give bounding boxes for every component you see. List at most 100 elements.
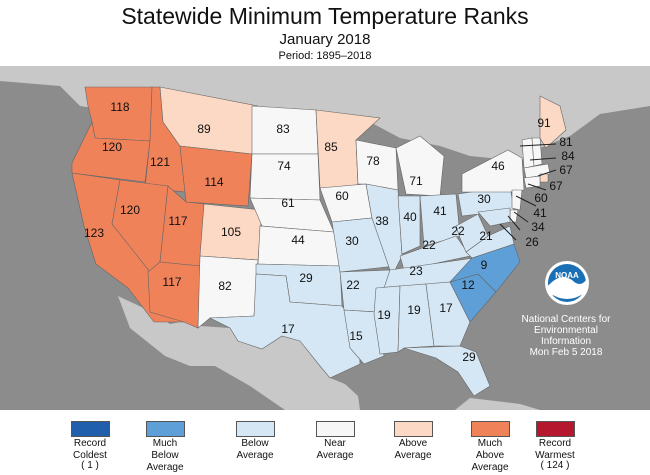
legend-label-line-1: Above bbox=[398, 438, 428, 449]
map-subtitle: January 2018 bbox=[279, 31, 371, 48]
us-map: 118 120 123 121 120 89 114 117 117 105 8… bbox=[0, 66, 650, 410]
rank-label-MI: 71 bbox=[409, 174, 423, 188]
rank-label-KS: 44 bbox=[291, 233, 305, 247]
legend-swatch bbox=[393, 421, 433, 437]
legend-label-line-2: Warmest bbox=[535, 450, 575, 461]
legend-swatch bbox=[145, 421, 185, 437]
states-layer bbox=[71, 86, 567, 397]
state-MI bbox=[395, 135, 445, 197]
rank-label-ND: 83 bbox=[276, 122, 290, 136]
rank-label-SD: 74 bbox=[277, 159, 291, 173]
rank-label-SC: 12 bbox=[461, 278, 475, 292]
rank-label-OK: 29 bbox=[299, 271, 313, 285]
rank-label-AL: 19 bbox=[407, 303, 421, 317]
rank-label-RI: 84 bbox=[561, 149, 575, 163]
legend-swatch bbox=[70, 421, 110, 437]
state-FL bbox=[403, 345, 491, 397]
rank-label-KY: 22 bbox=[422, 238, 436, 252]
state-IN bbox=[397, 195, 421, 255]
map-period: Period: 1895–2018 bbox=[278, 50, 372, 62]
rank-label-CA: 123 bbox=[84, 226, 104, 240]
rank-labels: 118 120 123 121 120 89 114 117 117 105 8… bbox=[84, 100, 575, 364]
rank-label-VA-coast: 26 bbox=[525, 235, 539, 249]
credit-block: National Centers for Environmental Infor… bbox=[522, 314, 612, 358]
state-ME bbox=[539, 95, 567, 149]
legend: Record Coldest ( 1 ) Much Below Average … bbox=[0, 415, 650, 475]
rank-label-WV: 22 bbox=[451, 224, 465, 238]
legend-label-line-3: Average bbox=[146, 462, 184, 473]
rank-label-NV: 120 bbox=[120, 203, 140, 217]
state-NH bbox=[531, 137, 543, 167]
legend-item-much-above: Much Above Average bbox=[455, 421, 525, 473]
rank-label-CT: 67 bbox=[559, 163, 573, 177]
credit-line-3: Information bbox=[541, 336, 591, 347]
rank-label-LA: 15 bbox=[349, 329, 363, 343]
legend-item-much-below: Much Below Average bbox=[130, 421, 200, 473]
legend-item-above: Above Average bbox=[378, 421, 448, 461]
legend-label-line-1: Much bbox=[152, 438, 178, 449]
legend-label-line-1: Record bbox=[538, 438, 572, 449]
state-LA bbox=[343, 309, 385, 365]
rank-label-IN: 40 bbox=[403, 210, 417, 224]
rank-label-WY: 114 bbox=[204, 175, 223, 189]
legend-swatch bbox=[235, 421, 275, 437]
legend-label-line-2: Average bbox=[236, 450, 274, 461]
caribbean-landmass bbox=[455, 398, 540, 410]
rank-label-ME: 91 bbox=[537, 116, 551, 130]
rank-label-PA: 30 bbox=[477, 192, 491, 206]
rank-label-IA: 60 bbox=[335, 189, 349, 203]
rank-label-MO: 30 bbox=[345, 234, 359, 248]
legend-label-line-2: Below bbox=[151, 450, 179, 461]
state-MS bbox=[373, 285, 401, 355]
legend-label-line-2: Above bbox=[475, 450, 505, 461]
rank-label-VA: 21 bbox=[479, 229, 493, 243]
credit-line-1: National Centers for bbox=[522, 314, 612, 325]
credit-date: Mon Feb 5 2018 bbox=[530, 347, 603, 358]
legend-label-line-1: Below bbox=[241, 438, 269, 449]
rank-label-WI: 78 bbox=[366, 154, 380, 168]
rank-label-NC: 9 bbox=[481, 258, 488, 272]
rank-label-TX: 17 bbox=[281, 322, 295, 336]
state-TX bbox=[208, 273, 361, 379]
rank-label-MS: 19 bbox=[377, 308, 391, 322]
legend-item-below: Below Average bbox=[220, 421, 290, 461]
rank-label-NJ: 67 bbox=[549, 179, 563, 193]
rank-label-NM: 82 bbox=[218, 279, 232, 293]
rank-label-MN: 85 bbox=[324, 140, 338, 154]
callout-lines bbox=[499, 143, 557, 241]
legend-item-record-coldest: Record Coldest ( 1 ) bbox=[55, 421, 125, 471]
rank-label-DE: 60 bbox=[534, 191, 548, 205]
rank-label-UT: 117 bbox=[168, 214, 187, 228]
legend-swatch bbox=[535, 421, 575, 437]
rank-label-AZ: 117 bbox=[162, 275, 181, 289]
rank-label-OH: 41 bbox=[433, 204, 447, 218]
state-AL bbox=[397, 283, 435, 353]
rank-label-WA: 118 bbox=[110, 100, 129, 114]
legend-label-line-1: Record bbox=[73, 438, 107, 449]
rank-label-GA: 17 bbox=[439, 301, 453, 315]
legend-label-line-2: Coldest bbox=[73, 450, 107, 461]
rank-label-MA: 81 bbox=[559, 135, 573, 149]
state-NJ bbox=[511, 189, 523, 211]
legend-swatch bbox=[315, 421, 355, 437]
rank-label-ID: 121 bbox=[150, 155, 170, 169]
legend-count: ( 1 ) bbox=[81, 460, 99, 471]
legend-label-line-2: Average bbox=[316, 450, 354, 461]
rank-label-NE: 61 bbox=[281, 196, 295, 210]
rank-label-IL: 38 bbox=[375, 214, 389, 228]
legend-label-line-1: Much bbox=[477, 438, 503, 449]
rank-label-CO: 105 bbox=[221, 225, 241, 239]
rank-label-MD: 41 bbox=[533, 206, 547, 220]
rank-label-OR: 120 bbox=[102, 140, 122, 154]
state-MD bbox=[477, 207, 511, 227]
state-CT bbox=[523, 175, 541, 189]
legend-item-record-warmest: Record Warmest ( 124 ) bbox=[520, 421, 590, 471]
state-IL bbox=[365, 183, 403, 277]
legend-count: ( 124 ) bbox=[540, 460, 570, 471]
legend-swatch bbox=[470, 421, 510, 437]
rank-label-NY: 46 bbox=[491, 159, 505, 173]
map-header: Statewide Minimum Temperature Ranks Janu… bbox=[0, 0, 650, 66]
rank-label-FL: 29 bbox=[462, 350, 476, 364]
rank-label-DC: 34 bbox=[531, 220, 545, 234]
